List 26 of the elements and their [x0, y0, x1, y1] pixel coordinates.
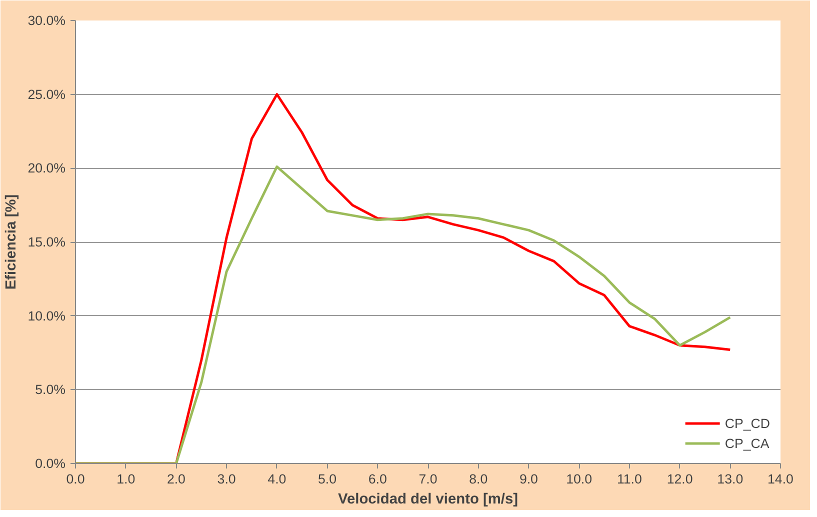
x-tick-label: 3.0 [217, 472, 236, 486]
x-tick-label: 14.0 [768, 472, 794, 486]
y-axis-title: Eficiencia [%] [4, 194, 20, 290]
y-tick-label: 20.0% [28, 160, 66, 176]
x-tick-label: 5.0 [318, 472, 337, 486]
x-tick-label: 4.0 [268, 472, 286, 486]
x-axis-title: Velocidad del viento [m/s] [338, 492, 518, 508]
x-tick-label: 9.0 [519, 472, 538, 486]
y-tick-label: 25.0% [28, 86, 66, 102]
x-tick-label: 2.0 [166, 472, 186, 486]
x-tick-label: 6.0 [368, 472, 387, 486]
x-tick-label: 0.0 [66, 472, 85, 486]
x-tick-label: 12.0 [666, 472, 693, 486]
x-tick-label: 13.0 [717, 472, 744, 486]
y-tick-label: 15.0% [28, 234, 66, 250]
y-tick-label: 10.0% [28, 308, 66, 324]
legend-label: CP_CA [724, 436, 770, 450]
x-tick-label: 7.0 [418, 472, 438, 486]
y-tick-label: 5.0% [35, 382, 66, 398]
x-tick-label: 10.0 [566, 472, 592, 486]
x-tick-label: 11.0 [616, 472, 642, 486]
y-tick-label: 30.0% [28, 13, 66, 28]
legend-label: CP_CD [724, 416, 770, 430]
x-tick-label: 8.0 [469, 472, 488, 486]
x-tick-label: 1.0 [116, 472, 136, 486]
y-tick-label: 0.0% [35, 456, 66, 471]
